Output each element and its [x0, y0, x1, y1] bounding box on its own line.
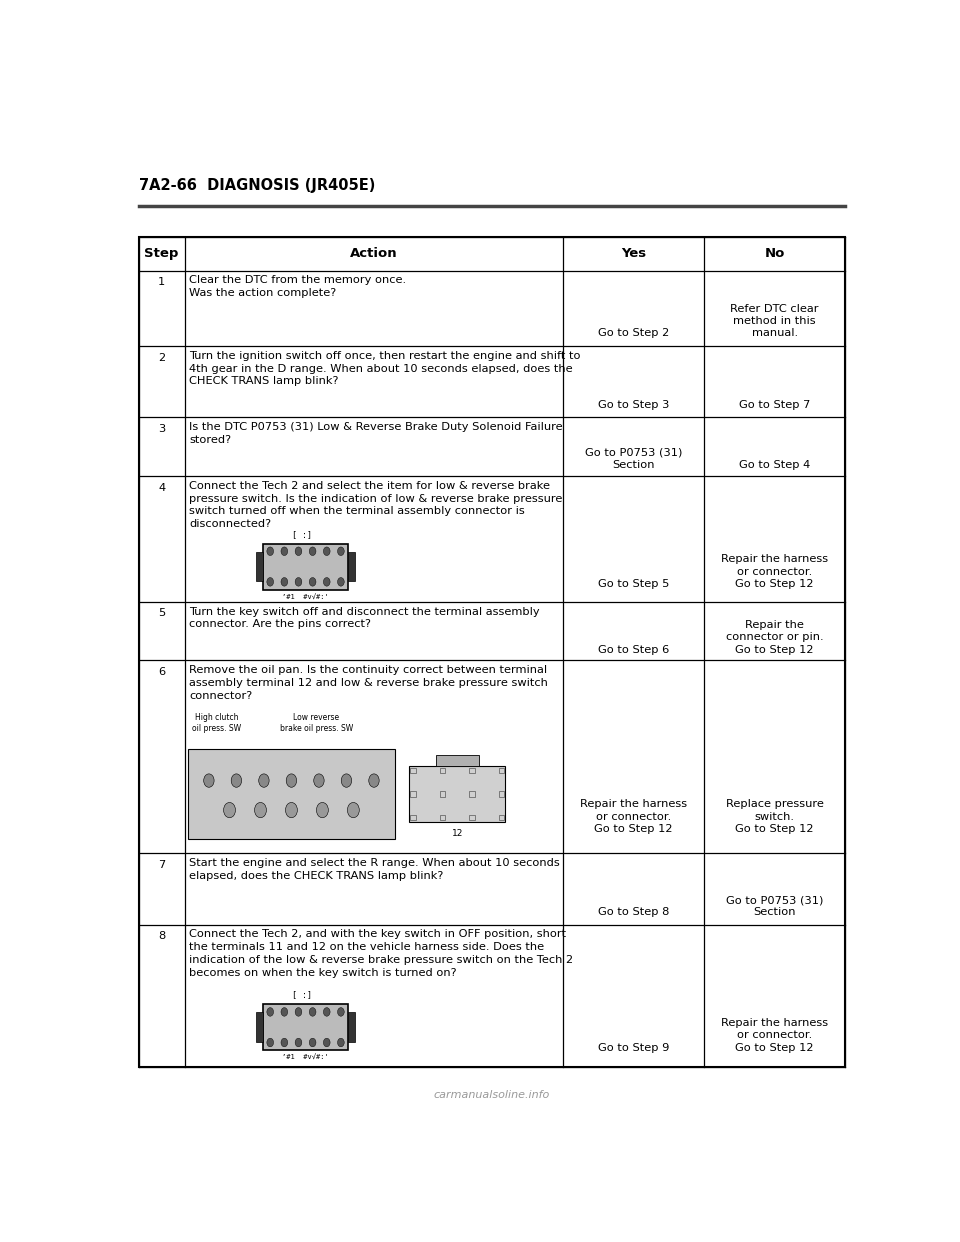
Text: 1: 1	[158, 277, 165, 287]
Circle shape	[324, 1038, 330, 1047]
Text: Repair the
connector or pin.
Go to Step 12: Repair the connector or pin. Go to Step …	[726, 620, 824, 655]
Circle shape	[258, 774, 269, 787]
Text: Step: Step	[144, 247, 179, 261]
Text: Go to P0753 (31)
Section: Go to P0753 (31) Section	[585, 447, 682, 471]
Text: 7A2-66  DIAGNOSIS (JR405E): 7A2-66 DIAGNOSIS (JR405E)	[138, 178, 375, 193]
Text: Repair the harness
or connector.
Go to Step 12: Repair the harness or connector. Go to S…	[580, 799, 687, 835]
Text: Low reverse
brake oil press. SW: Low reverse brake oil press. SW	[279, 713, 353, 733]
Circle shape	[338, 1038, 345, 1047]
Text: Go to Step 3: Go to Step 3	[598, 400, 669, 410]
Text: Action: Action	[349, 247, 397, 261]
Circle shape	[204, 774, 214, 787]
Circle shape	[324, 546, 330, 555]
Text: 2-4 Brake oil
press. SW: 2-4 Brake oil press. SW	[251, 763, 300, 782]
Text: Go to Step 4: Go to Step 4	[739, 460, 810, 471]
Circle shape	[309, 1007, 316, 1016]
Circle shape	[267, 1038, 274, 1047]
Circle shape	[267, 578, 274, 586]
Circle shape	[338, 546, 345, 555]
Circle shape	[254, 802, 267, 817]
Circle shape	[348, 802, 359, 817]
Circle shape	[295, 578, 301, 586]
Text: Go to Step 8: Go to Step 8	[598, 908, 669, 918]
Text: Go to Step 9: Go to Step 9	[598, 1043, 669, 1053]
Circle shape	[281, 1038, 288, 1047]
Text: Repair the harness
or connector.
Go to Step 12: Repair the harness or connector. Go to S…	[721, 554, 828, 589]
Circle shape	[267, 546, 274, 555]
Text: ’#1  #v√#:': ’#1 #v√#:'	[282, 1054, 329, 1061]
Polygon shape	[256, 551, 263, 581]
Text: High clutch
oil press. SW: High clutch oil press. SW	[192, 713, 241, 733]
Polygon shape	[410, 765, 505, 822]
Text: 7: 7	[158, 859, 165, 869]
Text: Repair the harness
or connector.
Go to Step 12: Repair the harness or connector. Go to S…	[721, 1018, 828, 1053]
Circle shape	[224, 802, 235, 817]
Text: Go to Step 5: Go to Step 5	[598, 579, 669, 589]
Circle shape	[281, 578, 288, 586]
Circle shape	[286, 774, 297, 787]
Text: Connect the Tech 2 and select the item for low & reverse brake
pressure switch. : Connect the Tech 2 and select the item f…	[189, 481, 563, 529]
Text: Replace pressure
switch.
Go to Step 12: Replace pressure switch. Go to Step 12	[726, 799, 824, 835]
Text: Go to Step 6: Go to Step 6	[598, 645, 669, 655]
Text: Turn the ignition switch off once, then restart the engine and shift to
4th gear: Turn the ignition switch off once, then …	[189, 350, 581, 386]
Circle shape	[281, 1007, 288, 1016]
Text: No: No	[764, 247, 785, 261]
Circle shape	[314, 774, 324, 787]
Circle shape	[285, 802, 298, 817]
Polygon shape	[348, 551, 355, 581]
Text: Clear the DTC from the memory once.
Was the action complete?: Clear the DTC from the memory once. Was …	[189, 276, 406, 298]
Circle shape	[324, 1007, 330, 1016]
Text: Refer DTC clear
method in this
manual.: Refer DTC clear method in this manual.	[731, 304, 819, 339]
Polygon shape	[263, 1005, 348, 1051]
Circle shape	[338, 1007, 345, 1016]
Text: 12: 12	[452, 830, 463, 838]
Text: Yes: Yes	[621, 247, 646, 261]
Circle shape	[341, 774, 351, 787]
Text: ’#1  #v√#:': ’#1 #v√#:'	[282, 594, 329, 600]
Text: Is the DTC P0753 (31) Low & Reverse Brake Duty Solenoid Failure
stored?: Is the DTC P0753 (31) Low & Reverse Brak…	[189, 422, 563, 445]
Circle shape	[281, 546, 288, 555]
Circle shape	[231, 774, 242, 787]
Text: Connect the Tech 2, and with the key switch in OFF position, short
the terminals: Connect the Tech 2, and with the key swi…	[189, 929, 573, 977]
Circle shape	[369, 774, 379, 787]
Text: 6: 6	[158, 667, 165, 677]
Polygon shape	[348, 1012, 355, 1042]
Circle shape	[295, 546, 301, 555]
Text: Go to Step 2: Go to Step 2	[598, 328, 669, 339]
Text: Turn the key switch off and disconnect the terminal assembly
connector. Are the : Turn the key switch off and disconnect t…	[189, 606, 540, 630]
Circle shape	[338, 578, 345, 586]
Text: carmanualsoline.info: carmanualsoline.info	[434, 1089, 550, 1099]
Text: [ :]: [ :]	[292, 990, 312, 1000]
Text: Start the engine and select the R range. When about 10 seconds
elapsed, does the: Start the engine and select the R range.…	[189, 858, 560, 881]
Text: 4: 4	[158, 483, 165, 493]
Text: Go to Step 7: Go to Step 7	[739, 400, 810, 410]
Polygon shape	[256, 1012, 263, 1042]
Text: 8: 8	[158, 932, 165, 941]
Text: Go to P0753 (31)
Section: Go to P0753 (31) Section	[726, 895, 824, 918]
Circle shape	[267, 1007, 274, 1016]
Circle shape	[309, 1038, 316, 1047]
Circle shape	[309, 578, 316, 586]
Polygon shape	[188, 749, 395, 838]
Circle shape	[324, 578, 330, 586]
Text: 5: 5	[158, 609, 165, 619]
Polygon shape	[263, 544, 348, 590]
Polygon shape	[436, 755, 479, 765]
Text: Remove the oil pan. Is the continuity correct between terminal
assembly terminal: Remove the oil pan. Is the continuity co…	[189, 666, 548, 700]
Text: 3: 3	[158, 424, 165, 433]
Text: [ :]: [ :]	[292, 530, 312, 539]
Circle shape	[295, 1007, 301, 1016]
Circle shape	[317, 802, 328, 817]
Circle shape	[295, 1038, 301, 1047]
Text: 2: 2	[158, 353, 165, 363]
Circle shape	[309, 546, 316, 555]
